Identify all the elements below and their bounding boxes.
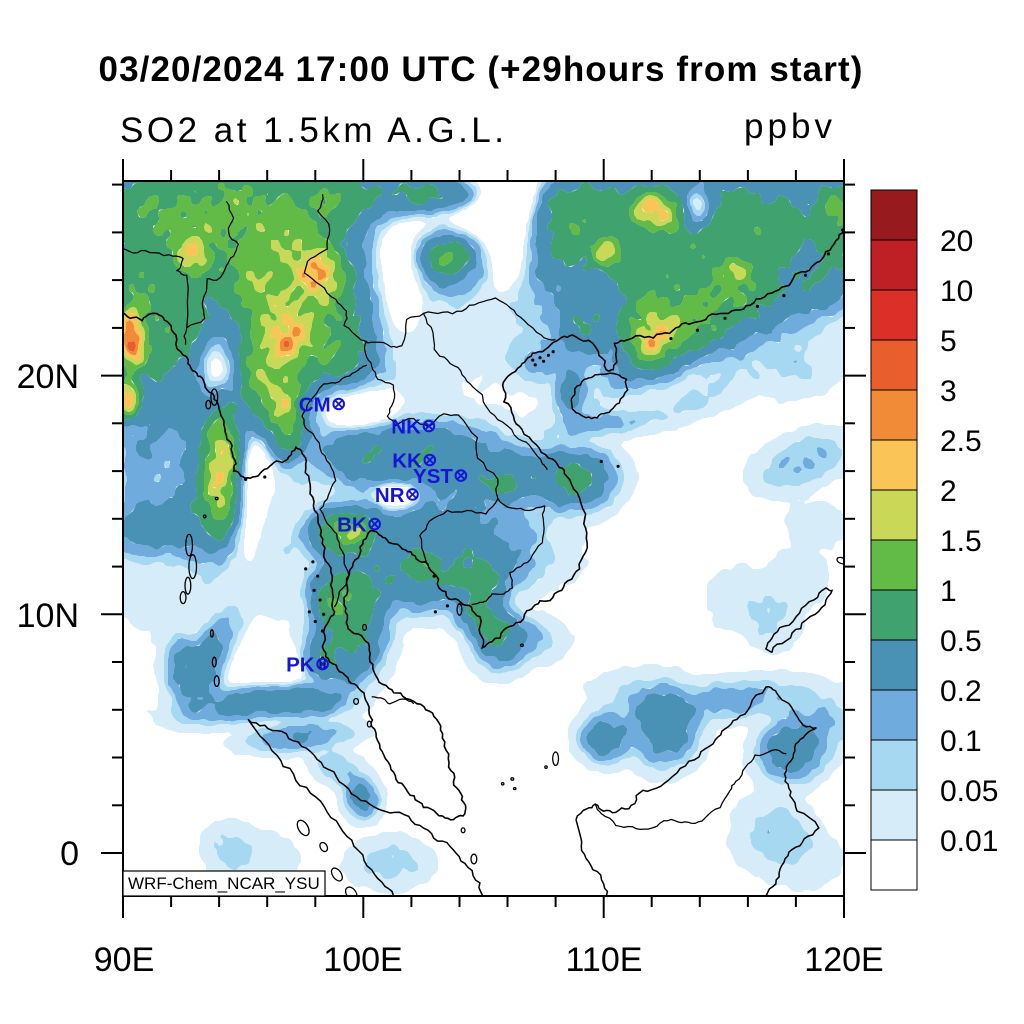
svg-text:0: 0 <box>60 835 79 873</box>
svg-text:10N: 10N <box>17 597 79 635</box>
svg-text:120E: 120E <box>804 941 883 979</box>
svg-text:1.5: 1.5 <box>940 525 982 558</box>
svg-text:0.2: 0.2 <box>940 675 982 708</box>
svg-text:0.01: 0.01 <box>940 825 998 858</box>
svg-text:3: 3 <box>940 375 957 408</box>
svg-text:PK: PK <box>286 654 315 677</box>
svg-text:WRF-Chem_NCAR_YSU: WRF-Chem_NCAR_YSU <box>128 874 320 893</box>
svg-text:KK: KK <box>392 450 422 473</box>
svg-text:100E: 100E <box>323 941 402 979</box>
svg-text:03/20/2024 17:00 UTC (+29hours: 03/20/2024 17:00 UTC (+29hours from star… <box>99 50 864 89</box>
svg-text:90E: 90E <box>94 941 155 979</box>
svg-text:NR: NR <box>375 484 405 507</box>
svg-text:5: 5 <box>940 325 957 358</box>
svg-text:110E: 110E <box>566 941 643 979</box>
svg-text:2.5: 2.5 <box>940 425 982 458</box>
svg-text:0.5: 0.5 <box>940 625 982 658</box>
svg-text:BK: BK <box>337 514 367 537</box>
svg-text:20: 20 <box>940 225 973 258</box>
svg-text:ppbv: ppbv <box>744 107 836 146</box>
svg-text:0.1: 0.1 <box>940 725 982 758</box>
svg-text:YST: YST <box>413 465 453 488</box>
svg-text:SO2 at 1.5km A.G.L.: SO2 at 1.5km A.G.L. <box>120 111 507 150</box>
svg-text:2: 2 <box>940 475 957 508</box>
svg-text:1: 1 <box>940 575 957 608</box>
svg-text:NK: NK <box>391 416 421 439</box>
svg-text:CM: CM <box>299 394 331 417</box>
svg-text:0.05: 0.05 <box>940 775 998 808</box>
svg-text:20N: 20N <box>17 358 79 396</box>
svg-text:10: 10 <box>940 275 973 308</box>
